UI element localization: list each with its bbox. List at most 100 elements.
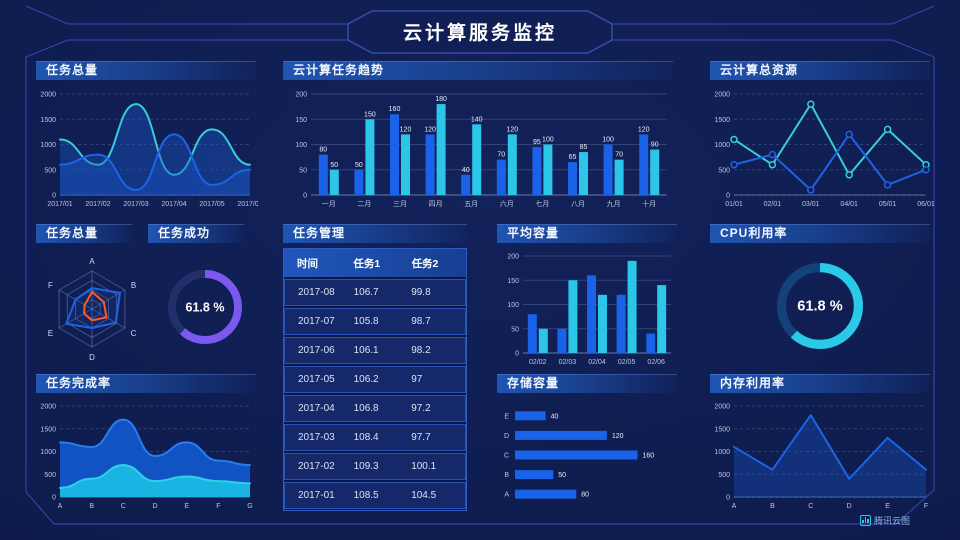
- svg-text:A: A: [89, 257, 95, 266]
- svg-text:40: 40: [462, 167, 470, 174]
- svg-text:三月: 三月: [393, 200, 407, 208]
- svg-text:61.8 %: 61.8 %: [797, 299, 842, 315]
- table-column-task2: 任务2: [411, 257, 439, 270]
- svg-text:C: C: [121, 503, 126, 510]
- svg-text:0: 0: [515, 351, 519, 358]
- svg-text:E: E: [184, 503, 189, 510]
- svg-text:2000: 2000: [40, 404, 56, 411]
- svg-text:500: 500: [44, 472, 56, 479]
- svg-text:200: 200: [295, 92, 307, 99]
- svg-text:50: 50: [511, 326, 519, 333]
- cpu-svg: 61.8 %: [776, 262, 864, 350]
- memory-line-chart: 0 500 1000 1500 2000 A B C D E F: [706, 394, 934, 512]
- task-table: 时间 任务1 任务2 2017-08 106.7 99.8 2017-07 105.8 9…: [283, 248, 467, 511]
- svg-text:95: 95: [533, 139, 541, 146]
- task-total-line-chart: 0 500 1000 1500 2000 2017/01 2017/02 2017/03 201…: [32, 82, 258, 210]
- svg-text:0: 0: [726, 193, 730, 200]
- svg-text:50: 50: [355, 162, 363, 169]
- svg-text:120: 120: [612, 433, 624, 440]
- svg-text:2017/03: 2017/03: [123, 201, 148, 208]
- table-cell: 98.7: [411, 316, 431, 327]
- table-cell: 97: [411, 374, 423, 385]
- storage-hbar-chart: E 40 D 120 C 160 B 50 A 80: [495, 394, 679, 512]
- svg-text:160: 160: [389, 106, 401, 113]
- svg-text:120: 120: [506, 126, 518, 133]
- svg-text:80: 80: [319, 147, 327, 154]
- svg-text:150: 150: [295, 117, 307, 124]
- task_total_radar-svg: A B C D E F: [48, 257, 137, 362]
- svg-text:80: 80: [581, 492, 589, 499]
- table-cell: 99.8: [411, 287, 431, 298]
- table-cell: 106.7: [353, 287, 379, 298]
- svg-text:90: 90: [651, 142, 659, 149]
- panel-title-completion: 任务完成率: [36, 374, 256, 393]
- svg-text:2000: 2000: [40, 92, 56, 99]
- svg-text:1000: 1000: [40, 142, 56, 149]
- table-cell: 108.5: [353, 490, 379, 501]
- svg-text:100: 100: [542, 137, 554, 144]
- panel-title-cloud-task-trend: 云计算任务趋势: [283, 61, 673, 80]
- svg-text:200: 200: [507, 254, 519, 261]
- svg-text:D: D: [89, 353, 95, 362]
- svg-text:1000: 1000: [40, 449, 56, 456]
- table-cell: 2017-02: [298, 461, 335, 472]
- svg-text:05/01: 05/01: [879, 201, 897, 208]
- page-title: 云计算服务监控: [402, 23, 557, 44]
- svg-text:F: F: [924, 503, 928, 510]
- task_success-svg: 61.8 %: [168, 270, 242, 344]
- svg-text:1500: 1500: [40, 117, 56, 124]
- svg-text:40: 40: [551, 413, 559, 420]
- svg-text:120: 120: [424, 126, 436, 133]
- table-cell: 2017-07: [298, 316, 335, 327]
- memory-svg: 0 500 1000 1500 2000 A B C D E F: [714, 404, 928, 511]
- svg-text:A: A: [58, 503, 63, 510]
- svg-text:1500: 1500: [714, 426, 730, 433]
- table-row: 2017-05 106.2 97: [284, 366, 466, 393]
- svg-text:03/01: 03/01: [802, 201, 820, 208]
- svg-text:五月: 五月: [464, 200, 478, 208]
- svg-text:0: 0: [52, 495, 56, 502]
- svg-text:150: 150: [364, 111, 376, 118]
- svg-text:180: 180: [435, 96, 447, 103]
- task-table-body: 2017-08 106.7 99.8 2017-07 105.8 98.7 2017-06 1…: [284, 279, 466, 509]
- storage-svg: E 40 D 120 C 160 B 50 A 80: [504, 411, 654, 499]
- svg-text:06/01: 06/01: [917, 201, 934, 208]
- svg-text:D: D: [847, 503, 852, 510]
- cpu-donut-chart: 61.8 %: [710, 242, 930, 370]
- svg-text:一月: 一月: [322, 200, 336, 208]
- svg-text:70: 70: [497, 152, 505, 159]
- svg-text:E: E: [504, 413, 509, 420]
- tencent-cloudviz-logo: 腾讯云图: [860, 514, 910, 527]
- panel-title-cloud-resources: 云计算总资源: [710, 61, 930, 80]
- table-column-task1: 任务1: [353, 257, 381, 270]
- avg_capacity-svg: 0 50 100 150 200 02/02 02/03 02/04 02/05 02/06: [507, 254, 671, 366]
- table-row: 2017-07 105.8 98.7: [284, 308, 466, 335]
- table-cell: 104.5: [411, 490, 437, 501]
- avg-capacity-bar-chart: 0 50 100 150 200 02/02 02/03 02/04 02/05 02/06: [495, 244, 679, 368]
- svg-text:02/03: 02/03: [559, 359, 577, 366]
- svg-text:1500: 1500: [714, 117, 730, 124]
- svg-text:八月: 八月: [571, 200, 585, 208]
- cloudviz-logo-text: 腾讯云图: [874, 516, 911, 526]
- table-row: 2017-04 106.8 97.2: [284, 395, 466, 422]
- svg-text:C: C: [131, 329, 137, 338]
- panel-title-avg-capacity: 平均容量: [497, 224, 677, 243]
- table-row: 2017-01 108.5 104.5: [284, 482, 466, 509]
- table-cell: 106.8: [353, 403, 379, 414]
- svg-text:50: 50: [558, 472, 566, 479]
- svg-text:2017/06: 2017/06: [237, 201, 258, 208]
- svg-text:2000: 2000: [714, 92, 730, 99]
- svg-text:2017/01: 2017/01: [47, 201, 72, 208]
- svg-text:G: G: [247, 503, 252, 510]
- panel-title-task-total: 任务总量: [36, 61, 256, 80]
- svg-text:1000: 1000: [714, 142, 730, 149]
- svg-text:2017/02: 2017/02: [85, 201, 110, 208]
- svg-text:D: D: [504, 433, 509, 440]
- panel-title-storage: 存储容量: [497, 374, 677, 393]
- svg-text:D: D: [152, 503, 157, 510]
- panel-title-memory: 内存利用率: [710, 374, 930, 393]
- svg-text:02/05: 02/05: [618, 359, 636, 366]
- table-cell: 106.1: [353, 345, 379, 356]
- svg-text:02/01: 02/01: [764, 201, 782, 208]
